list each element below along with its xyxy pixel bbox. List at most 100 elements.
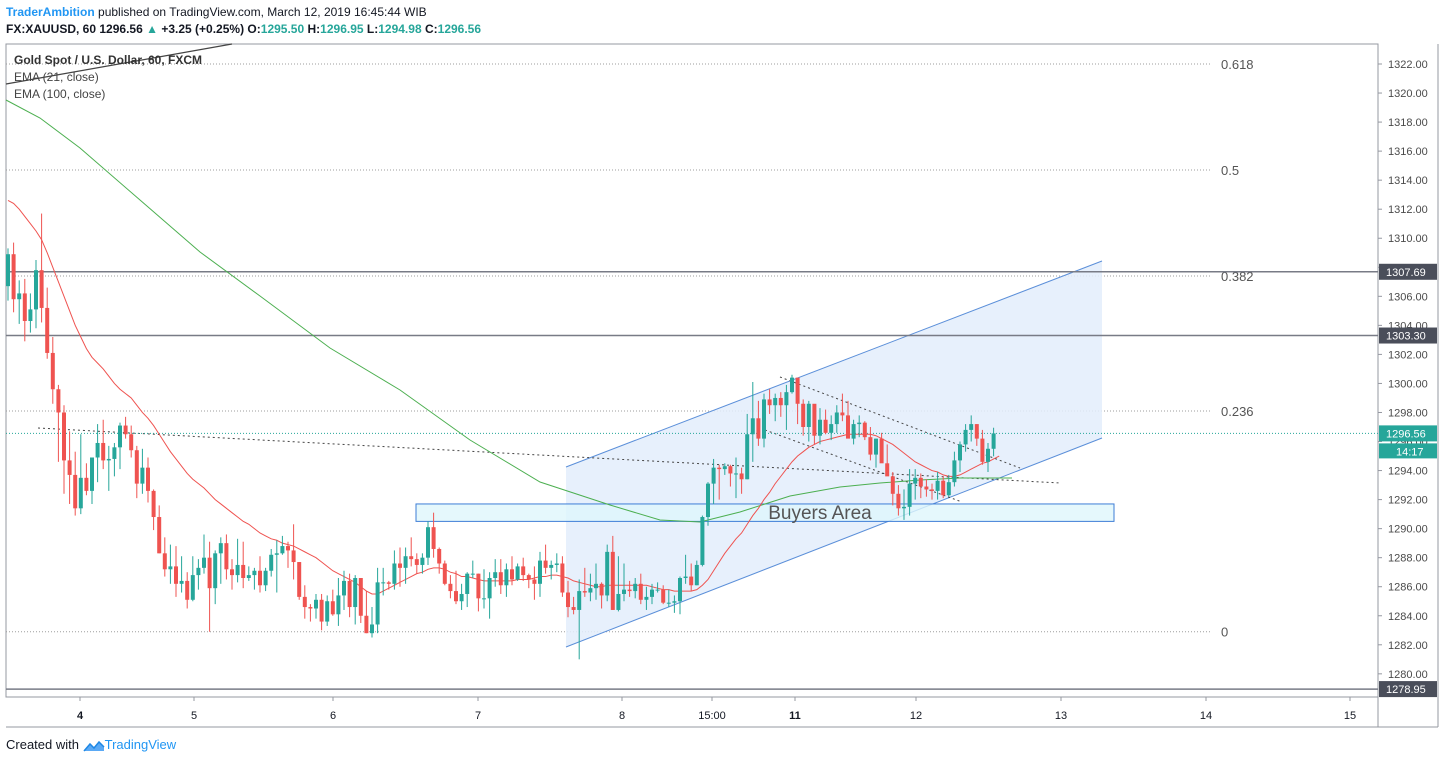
channel-upper-line	[565, 260, 1103, 468]
candle-body	[179, 580, 184, 584]
candle-body	[274, 553, 279, 555]
candle	[588, 573, 593, 602]
candle	[689, 563, 694, 592]
candle-body	[857, 422, 862, 425]
x-tick-label: 6	[330, 710, 336, 722]
footer-created: Created with	[6, 737, 79, 752]
candle	[386, 580, 391, 590]
candle-body	[638, 583, 643, 600]
candle	[498, 559, 503, 594]
candle-body	[230, 569, 234, 576]
candle	[168, 544, 173, 584]
candle	[347, 573, 352, 618]
candle-body	[263, 570, 268, 586]
y-tick-label: 1286.00	[1388, 582, 1428, 594]
candle-body	[829, 424, 834, 433]
y-tick-label: 1294.00	[1388, 466, 1428, 478]
publish-info: TraderAmbition published on TradingView.…	[6, 5, 427, 19]
candle	[274, 540, 279, 593]
candle	[39, 213, 44, 323]
candle-body	[790, 377, 794, 393]
candle-body	[812, 403, 817, 436]
candle	[991, 427, 996, 457]
candle	[246, 566, 251, 581]
high-value: 1296.95	[320, 22, 364, 36]
candle	[62, 405, 66, 494]
candle-body	[633, 583, 638, 592]
candle	[571, 596, 576, 615]
candle	[924, 479, 929, 497]
candle-body	[202, 557, 206, 568]
candle-body	[151, 490, 156, 518]
candle	[90, 457, 94, 504]
candle-body	[207, 557, 212, 589]
candle	[11, 242, 16, 313]
low-label: L:	[366, 22, 379, 36]
candle-body	[868, 437, 873, 455]
footer-brand[interactable]: TradingView	[104, 737, 177, 752]
candle-body	[258, 570, 262, 586]
candle-body	[185, 580, 190, 600]
candle	[56, 384, 61, 462]
candle	[958, 441, 962, 473]
candle-body	[347, 580, 352, 608]
candle	[67, 431, 72, 504]
candle	[717, 464, 722, 500]
candle-body	[896, 493, 901, 509]
candle-body	[745, 434, 750, 480]
price-axis-label: 1278.95	[1386, 684, 1426, 696]
candle	[241, 541, 246, 589]
candle	[487, 572, 492, 619]
candle	[381, 567, 386, 596]
close-value: 1296.56	[437, 22, 482, 36]
candle-body	[498, 572, 503, 586]
author-name[interactable]: TraderAmbition	[6, 5, 95, 19]
x-tick-label: 13	[1055, 710, 1067, 722]
candle-body	[930, 489, 934, 491]
candle-body	[459, 593, 464, 602]
y-tick-label: 1310.00	[1388, 233, 1428, 245]
candle	[739, 467, 744, 494]
candle	[829, 415, 834, 441]
candle	[577, 579, 582, 660]
candle-body	[818, 419, 822, 436]
candle	[655, 582, 660, 593]
candle-body	[140, 467, 145, 484]
candle-body	[353, 578, 358, 608]
candle	[868, 427, 873, 461]
candle	[34, 260, 38, 329]
x-tick-label: 4	[77, 710, 84, 722]
candle-body	[666, 602, 671, 604]
candle	[403, 547, 408, 584]
candle-body	[442, 563, 447, 584]
candle-body	[543, 560, 548, 568]
candle-body	[706, 483, 710, 518]
candle-body	[969, 424, 974, 430]
candle	[45, 287, 50, 359]
candle-body	[196, 567, 201, 576]
candle-body	[549, 564, 554, 568]
candle	[566, 580, 570, 618]
candle	[101, 419, 106, 470]
candle	[336, 578, 341, 626]
candle	[913, 469, 918, 500]
candle-body	[862, 422, 867, 438]
candle	[851, 419, 856, 445]
candle	[78, 434, 83, 515]
candle	[151, 489, 156, 531]
candle-body	[689, 576, 694, 586]
candle-body	[39, 270, 44, 308]
candle	[258, 556, 262, 593]
candle	[286, 541, 290, 568]
price-axis-label-bg	[1379, 327, 1437, 344]
candle-body	[84, 477, 89, 491]
candle-body	[409, 556, 414, 560]
fib-level-label: 0.236	[1221, 404, 1254, 419]
candle	[946, 474, 951, 497]
candle	[454, 570, 458, 605]
candle	[694, 560, 699, 586]
y-tick-label: 1312.00	[1388, 204, 1428, 216]
legend-ema100: EMA (100, close)	[14, 87, 106, 101]
candle-body	[482, 598, 486, 600]
